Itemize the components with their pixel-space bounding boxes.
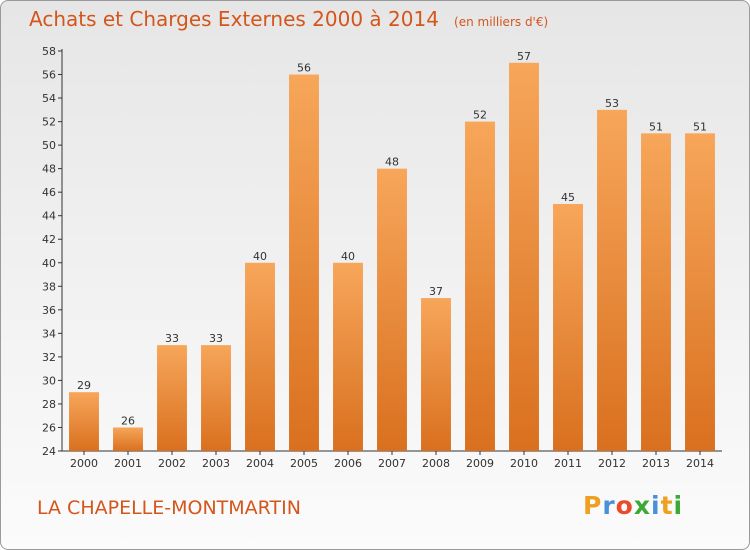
bar xyxy=(113,427,143,451)
bar-value-label: 40 xyxy=(253,250,267,263)
logo-letter: i xyxy=(651,491,661,520)
bar-value-label: 40 xyxy=(341,250,355,263)
chart-unit-label: (en milliers d'€) xyxy=(454,15,549,29)
bar xyxy=(685,133,715,451)
y-tick-label: 46 xyxy=(42,186,56,199)
place-name: LA CHAPELLE-MONTMARTIN xyxy=(37,497,301,519)
y-tick-label: 30 xyxy=(42,374,56,387)
logo-letter: i xyxy=(673,491,684,520)
chart-header: Achats et Charges Externes 2000 à 2014 (… xyxy=(29,7,548,31)
x-tick-label: 2003 xyxy=(202,457,230,470)
y-tick-label: 54 xyxy=(42,92,56,105)
bar-value-label: 51 xyxy=(649,120,663,133)
x-tick-label: 2012 xyxy=(598,457,626,470)
bar-value-label: 45 xyxy=(561,191,575,204)
bar-value-label: 29 xyxy=(77,379,91,392)
bar xyxy=(245,262,275,451)
bar-value-label: 26 xyxy=(121,414,135,427)
y-tick-label: 26 xyxy=(42,421,56,434)
bar xyxy=(641,133,671,451)
y-tick-label: 24 xyxy=(42,445,56,458)
bar-value-label: 37 xyxy=(429,285,443,298)
proxiti-logo: Proxiti xyxy=(583,491,683,520)
bar xyxy=(69,392,99,451)
bar-value-label: 52 xyxy=(473,109,487,122)
bar-value-label: 33 xyxy=(209,332,223,345)
bar xyxy=(201,345,231,451)
logo-letter: o xyxy=(615,491,634,520)
y-tick-label: 42 xyxy=(42,233,56,246)
y-tick-label: 56 xyxy=(42,69,56,82)
bar xyxy=(509,62,539,451)
x-tick-label: 2002 xyxy=(158,457,186,470)
bar-value-label: 33 xyxy=(165,332,179,345)
logo-letter: r xyxy=(602,491,616,520)
y-tick-label: 36 xyxy=(42,304,56,317)
x-tick-label: 2005 xyxy=(290,457,318,470)
chart-title: Achats et Charges Externes 2000 à 2014 xyxy=(29,7,439,31)
bar xyxy=(421,298,451,451)
y-tick-label: 48 xyxy=(42,163,56,176)
y-tick-label: 32 xyxy=(42,351,56,364)
bar xyxy=(597,109,627,451)
bar-value-label: 56 xyxy=(297,62,311,75)
x-tick-label: 2006 xyxy=(334,457,362,470)
logo-letter: t xyxy=(660,491,674,520)
x-tick-label: 2009 xyxy=(466,457,494,470)
bar-value-label: 51 xyxy=(693,120,707,133)
x-tick-label: 2001 xyxy=(114,457,142,470)
y-tick-label: 38 xyxy=(42,280,56,293)
logo-letter: x xyxy=(633,491,651,520)
logo-letter: P xyxy=(583,491,603,520)
bar xyxy=(553,203,583,451)
y-tick-label: 52 xyxy=(42,116,56,129)
bar xyxy=(465,121,495,452)
bar-value-label: 57 xyxy=(517,50,531,63)
y-tick-label: 58 xyxy=(42,45,56,58)
bar-value-label: 48 xyxy=(385,156,399,169)
bar xyxy=(157,345,187,451)
y-tick-label: 50 xyxy=(42,139,56,152)
x-tick-label: 2004 xyxy=(246,457,274,470)
y-tick-label: 44 xyxy=(42,210,56,223)
bar-value-label: 53 xyxy=(605,97,619,110)
bar xyxy=(377,168,407,451)
x-tick-label: 2011 xyxy=(554,457,582,470)
x-tick-label: 2000 xyxy=(70,457,98,470)
x-tick-label: 2014 xyxy=(686,457,714,470)
bar xyxy=(333,262,363,451)
x-tick-label: 2010 xyxy=(510,457,538,470)
x-tick-label: 2013 xyxy=(642,457,670,470)
y-tick-label: 34 xyxy=(42,327,56,340)
x-tick-label: 2008 xyxy=(422,457,450,470)
x-tick-label: 2007 xyxy=(378,457,406,470)
y-tick-label: 28 xyxy=(42,398,56,411)
y-tick-label: 40 xyxy=(42,257,56,270)
bar xyxy=(289,74,319,451)
